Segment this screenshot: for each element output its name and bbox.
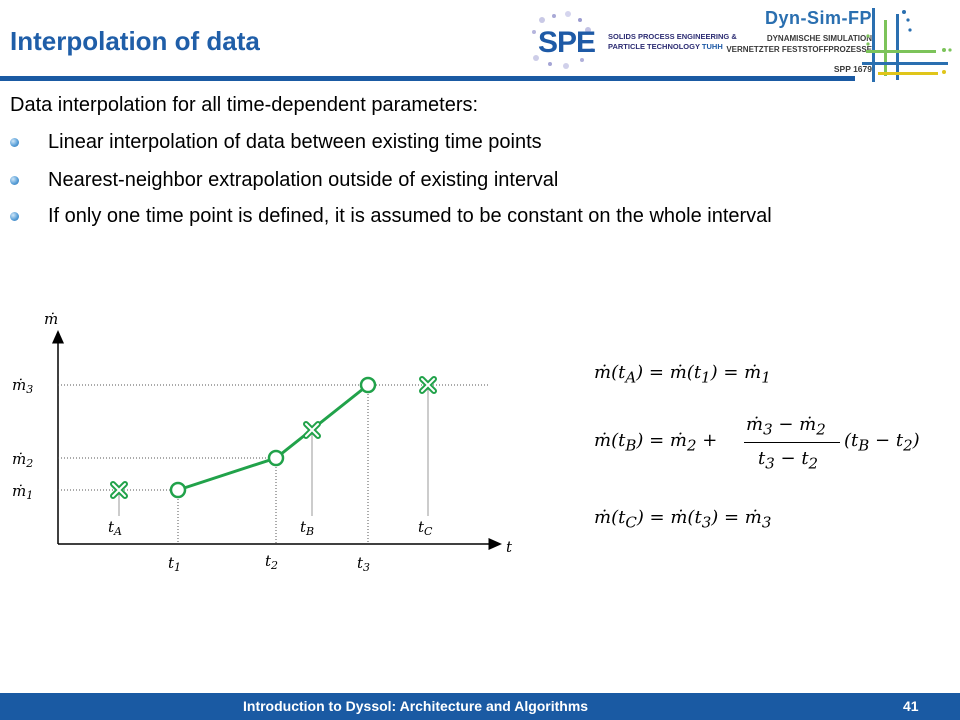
dyn-line2: VERNETZTER FESTSTOFFPROZESSE (726, 45, 872, 54)
dyn-sim-fp-logo: Dyn-Sim-FP DYNAMISCHE SIMULATION VERNETZ… (712, 8, 872, 78)
title-underline (0, 76, 855, 81)
query-lines (118, 385, 429, 516)
spe-mark: SPE (538, 26, 596, 59)
data-point-3 (359, 376, 377, 394)
spe-dots-graphic (532, 11, 594, 69)
query-label-a: tA (108, 518, 122, 538)
spe-logo: SPE SOLIDS PROCESS ENGINEERING & PARTICL… (530, 8, 737, 70)
y-label-m1: ṁ1 (12, 482, 33, 502)
equation-1: ṁ(tA) = ṁ(t1) = ṁ1 (594, 362, 771, 387)
bullet-icon (10, 176, 19, 185)
dyn-network-graphic (862, 8, 952, 82)
bullet-icon (10, 212, 19, 221)
time-label-1: t1 (168, 554, 181, 574)
footer-title: Introduction to Dyssol: Architecture and… (243, 698, 589, 714)
spe-tuhh: TUHH (701, 42, 723, 51)
dyn-spp: SPP 1679 (833, 64, 872, 74)
bullet-icon (10, 138, 19, 147)
query-label-c: tC (418, 518, 433, 538)
spe-line2: PARTICLE TECHNOLOGY TUHH (608, 42, 723, 51)
interpolation-diagram: ṁ t ṁ3 ṁ2 ṁ1 tA tB tC t1 t2 t3 (12, 310, 513, 574)
data-point-1 (169, 481, 187, 499)
query-marker-b (303, 421, 321, 439)
interpolation-line (177, 383, 369, 492)
dyn-title: Dyn-Sim-FP (764, 8, 872, 28)
spe-line1: SOLIDS PROCESS ENGINEERING & (608, 32, 737, 41)
query-marker-a (110, 481, 128, 499)
dyn-line1: DYNAMISCHE SIMULATION (766, 34, 872, 43)
time-label-2: t2 (265, 552, 278, 572)
query-label-b: tB (300, 518, 314, 538)
footer-bar: Introduction to Dyssol: Architecture and… (0, 693, 960, 720)
y-axis-label: ṁ (44, 310, 58, 328)
intro-text: Data interpolation for all time-dependen… (10, 94, 479, 116)
y-label-m3: ṁ3 (12, 376, 33, 396)
time-label-3: t3 (357, 554, 370, 574)
x-axis-label: t (506, 538, 513, 556)
equation-3: ṁ(tC) = ṁ(t3) = ṁ3 (594, 507, 772, 532)
data-point-2 (267, 449, 285, 467)
guide-lines (58, 384, 490, 544)
y-label-m2: ṁ2 (12, 450, 33, 470)
query-marker-c (419, 376, 437, 394)
page-title: Interpolation of data (10, 26, 260, 56)
page-number: 41 (903, 698, 919, 714)
